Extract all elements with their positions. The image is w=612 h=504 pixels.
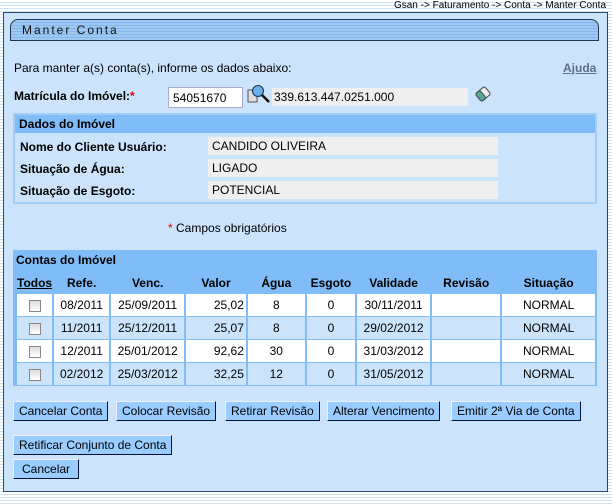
row-checkbox-cell[interactable] xyxy=(17,317,53,339)
table-row: 11/2011 25/12/2011 25,07 8 0 29/02/2012 NORMAL xyxy=(17,317,595,339)
cell-valor: 92,62 xyxy=(186,340,246,362)
situacao-esgoto-value: POTENCIAL xyxy=(208,181,498,199)
col-venc: Venc. xyxy=(131,275,164,290)
row-checkbox[interactable] xyxy=(28,299,41,312)
cell-revisao xyxy=(432,294,501,316)
contas-table-box: Contas do Imóvel Todos Refe. Venc. Valor… xyxy=(13,250,597,386)
matricula-label: Matrícula do Imóvel:* xyxy=(14,89,135,103)
row-checkbox-cell[interactable] xyxy=(17,340,53,362)
inscricao-field: 339.613.447.0251.000 xyxy=(272,88,468,106)
contas-table: Todos Refe. Venc. Valor Água Esgoto Vali… xyxy=(15,271,597,386)
breadcrumb: Gsan -> Faturamento -> Conta -> Manter C… xyxy=(393,0,606,11)
cliente-label: Nome do Cliente Usuário: xyxy=(20,140,167,154)
help-link[interactable]: Ajuda xyxy=(563,61,597,75)
row-checkbox[interactable] xyxy=(28,368,41,381)
cancelar-button[interactable]: Cancelar xyxy=(13,459,80,479)
col-agua: Água xyxy=(261,275,292,290)
col-validade: Validade xyxy=(369,275,418,290)
cell-situacao: NORMAL xyxy=(502,363,595,385)
col-revisao: Revisão xyxy=(443,275,490,290)
cell-venc: 25/12/2011 xyxy=(111,317,185,339)
cell-validade: 31/05/2012 xyxy=(357,363,431,385)
required-star: * xyxy=(168,221,173,235)
eraser-icon[interactable] xyxy=(473,84,493,104)
cell-venc: 25/09/2011 xyxy=(111,294,185,316)
required-note: * Campos obrigatórios xyxy=(168,221,287,235)
cell-venc: 25/01/2012 xyxy=(111,340,185,362)
cell-revisao xyxy=(432,363,501,385)
required-mark: * xyxy=(130,89,135,103)
cliente-value: CANDIDO OLIVEIRA xyxy=(208,137,498,155)
situacao-esgoto-label: Situação de Esgoto: xyxy=(20,184,136,198)
cell-revisao xyxy=(432,317,501,339)
cell-validade: 29/02/2012 xyxy=(357,317,431,339)
matricula-label-text: Matrícula do Imóvel: xyxy=(14,89,131,103)
cell-ref: 11/2011 xyxy=(54,317,110,339)
cell-agua: 8 xyxy=(247,294,305,316)
cell-agua: 12 xyxy=(247,363,305,385)
table-row: 12/2011 25/01/2012 92,62 30 0 31/03/2012 NORMA… xyxy=(17,340,595,362)
row-checkbox[interactable] xyxy=(28,345,41,358)
cell-agua: 30 xyxy=(247,340,305,362)
retificar-conjunto-button[interactable]: Retificar Conjunto de Conta xyxy=(13,435,173,455)
dados-imovel-title: Dados do Imóvel xyxy=(15,115,595,133)
retirar-revisao-button[interactable]: Retirar Revisão xyxy=(225,401,320,421)
cell-validade: 30/11/2011 xyxy=(357,294,431,316)
situacao-agua-label: Situação de Água: xyxy=(20,162,125,176)
cell-valor: 25,07 xyxy=(186,317,246,339)
magnifier-icon[interactable] xyxy=(247,84,271,104)
colocar-revisao-button[interactable]: Colocar Revisão xyxy=(116,401,217,421)
cell-ref: 12/2011 xyxy=(54,340,110,362)
dados-imovel-box: Dados do Imóvel Nome do Cliente Usuário:… xyxy=(13,113,597,204)
cell-esgoto: 0 xyxy=(306,340,356,362)
required-text: Campos obrigatórios xyxy=(172,221,287,235)
select-all-link[interactable]: Todos xyxy=(17,275,53,290)
contas-title: Contas do Imóvel xyxy=(16,253,117,267)
title-bar: Manter Conta xyxy=(10,19,599,41)
emitir-2via-button[interactable]: Emitir 2ª Via de Conta xyxy=(451,401,581,421)
cell-agua: 8 xyxy=(247,317,305,339)
col-esgoto: Esgoto xyxy=(310,275,352,290)
cell-valor: 25,02 xyxy=(186,294,246,316)
cell-venc: 25/03/2012 xyxy=(111,363,185,385)
cell-esgoto: 0 xyxy=(306,363,356,385)
alterar-vencimento-button[interactable]: Alterar Vencimento xyxy=(327,401,441,421)
row-checkbox-cell[interactable] xyxy=(17,363,53,385)
cell-ref: 02/2012 xyxy=(54,363,110,385)
col-situacao: Situação xyxy=(523,275,574,290)
cell-esgoto: 0 xyxy=(306,317,356,339)
row-checkbox-cell[interactable] xyxy=(17,294,53,316)
cell-valor: 32,25 xyxy=(186,363,246,385)
cell-situacao: NORMAL xyxy=(502,317,595,339)
cell-situacao: NORMAL xyxy=(502,340,595,362)
cell-validade: 31/03/2012 xyxy=(357,340,431,362)
cell-situacao: NORMAL xyxy=(502,294,595,316)
col-valor: Valor xyxy=(201,275,231,290)
cell-ref: 08/2011 xyxy=(54,294,110,316)
matricula-input[interactable]: 54051670 xyxy=(168,87,243,108)
page-title: Manter Conta xyxy=(22,23,119,37)
intro-text: Para manter a(s) conta(s), informe os da… xyxy=(14,61,292,75)
cancelar-conta-button[interactable]: Cancelar Conta xyxy=(13,401,109,421)
row-checkbox[interactable] xyxy=(28,322,41,335)
situacao-agua-value: LIGADO xyxy=(208,159,498,177)
cell-revisao xyxy=(432,340,501,362)
col-ref: Refe. xyxy=(66,275,97,290)
cell-esgoto: 0 xyxy=(306,294,356,316)
table-row: 02/2012 25/03/2012 32,25 12 0 31/05/2012 NORMA… xyxy=(17,363,595,385)
table-row: 08/2011 25/09/2011 25,02 8 0 30/11/2011 NORMAL xyxy=(17,294,595,316)
